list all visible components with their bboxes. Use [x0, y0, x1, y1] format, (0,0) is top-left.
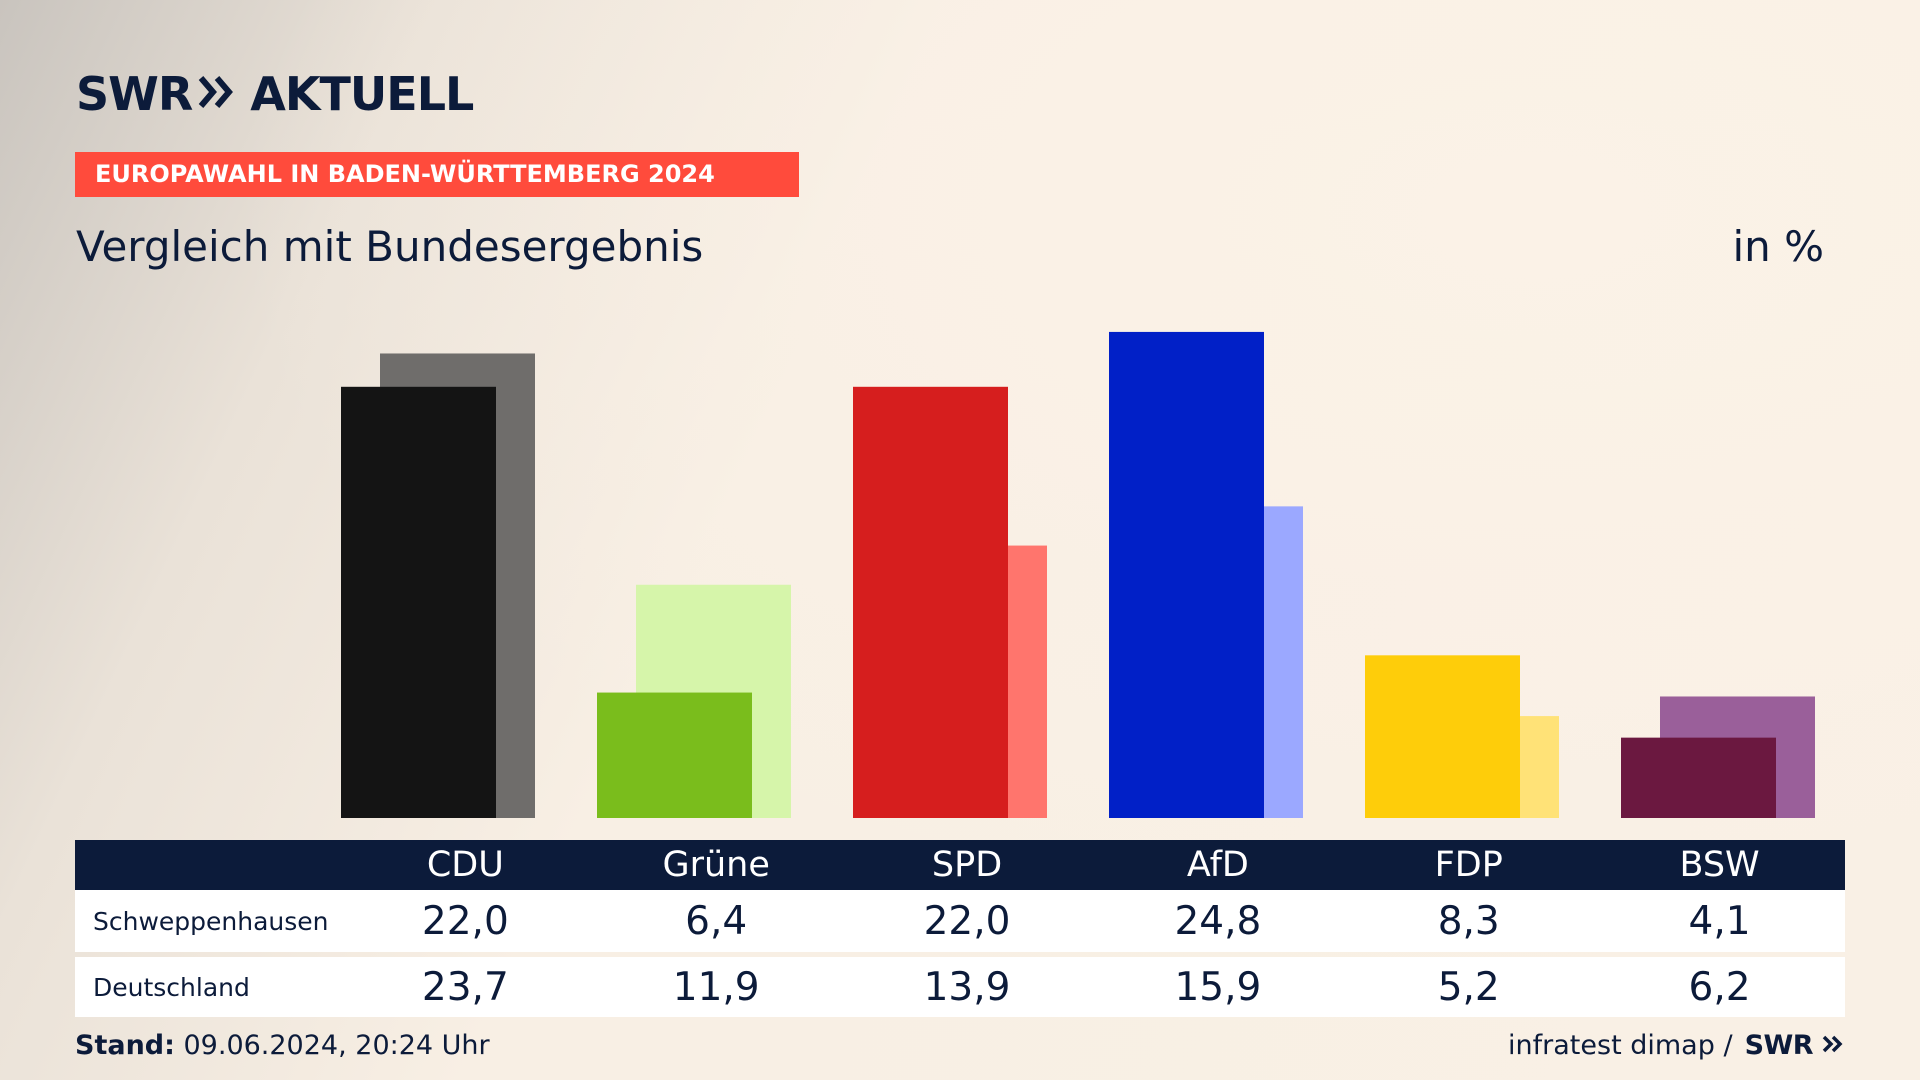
swr-small-text: SWR — [1744, 1030, 1814, 1061]
party-label-fdp: FDP — [1434, 845, 1503, 885]
chevrons-icon — [198, 67, 236, 121]
swr-aktuell-logo: SWR AKTUELL — [76, 66, 474, 122]
bar-chart — [341, 331, 1815, 818]
value-afd-national: 15,9 — [1174, 964, 1262, 1010]
bar-fdp-local — [1365, 655, 1520, 818]
table-row-national: Deutschland 23,7 11,9 13,9 15,9 5,2 6,2 — [75, 957, 1845, 1017]
chevrons-icon-svg — [199, 76, 234, 108]
party-label-gruene: Grüne — [662, 845, 770, 885]
chart-subtitle: Vergleich mit Bundesergebnis — [76, 222, 704, 271]
value-afd-local: 24,8 — [1174, 898, 1262, 944]
value-cdu-local: 22,0 — [421, 898, 509, 944]
value-gruene-national: 11,9 — [672, 964, 760, 1010]
row-label-national: Deutschland — [93, 972, 250, 1002]
bar-afd-local — [1109, 331, 1264, 818]
value-cdu-national: 23,7 — [421, 964, 509, 1010]
party-header-row: CDU Grüne SPD AfD FDP BSW — [75, 840, 1845, 890]
value-fdp-national: 5,2 — [1437, 964, 1500, 1010]
logo-swr-text: SWR — [76, 67, 193, 121]
bar-spd-local — [853, 386, 1008, 818]
source-credit: infratest dimap / SWR — [1508, 1030, 1844, 1061]
results-table: CDU Grüne SPD AfD FDP BSW Schweppenhausen 22,… — [75, 840, 1845, 1017]
swr-small-logo: SWR — [1745, 1030, 1844, 1061]
value-bsw-local: 4,1 — [1688, 898, 1751, 944]
bar-gruene-local — [597, 692, 752, 818]
value-fdp-local: 8,3 — [1437, 898, 1500, 944]
party-label-cdu: CDU — [426, 845, 504, 885]
value-gruene-local: 6,4 — [685, 898, 748, 944]
party-label-spd: SPD — [931, 845, 1003, 885]
unit-label: in % — [1732, 222, 1824, 271]
value-bsw-national: 6,2 — [1688, 964, 1751, 1010]
timestamp: Stand: 09.06.2024, 20:24 Uhr — [75, 1030, 490, 1061]
logo-aktuell-text: AKTUELL — [250, 67, 474, 121]
value-spd-national: 13,9 — [923, 964, 1011, 1010]
small-chevrons-icon — [1822, 1035, 1843, 1053]
party-label-afd: AfD — [1186, 845, 1249, 885]
bar-cdu-local — [341, 386, 496, 818]
stand-value: 09.06.2024, 20:24 Uhr — [174, 1030, 490, 1061]
election-kicker: EUROPAWAHL IN BADEN-WÜRTTEMBERG 2024 — [75, 152, 799, 197]
party-label-bsw: BSW — [1679, 845, 1760, 885]
value-spd-local: 22,0 — [923, 898, 1011, 944]
source-text: infratest dimap / — [1508, 1030, 1733, 1061]
table-row-local: Schweppenhausen 22,0 6,4 22,0 24,8 8,3 4,1 — [75, 890, 1845, 952]
row-label-local: Schweppenhausen — [93, 906, 329, 936]
stand-label: Stand: — [75, 1030, 175, 1061]
bar-bsw-local — [1621, 737, 1776, 818]
